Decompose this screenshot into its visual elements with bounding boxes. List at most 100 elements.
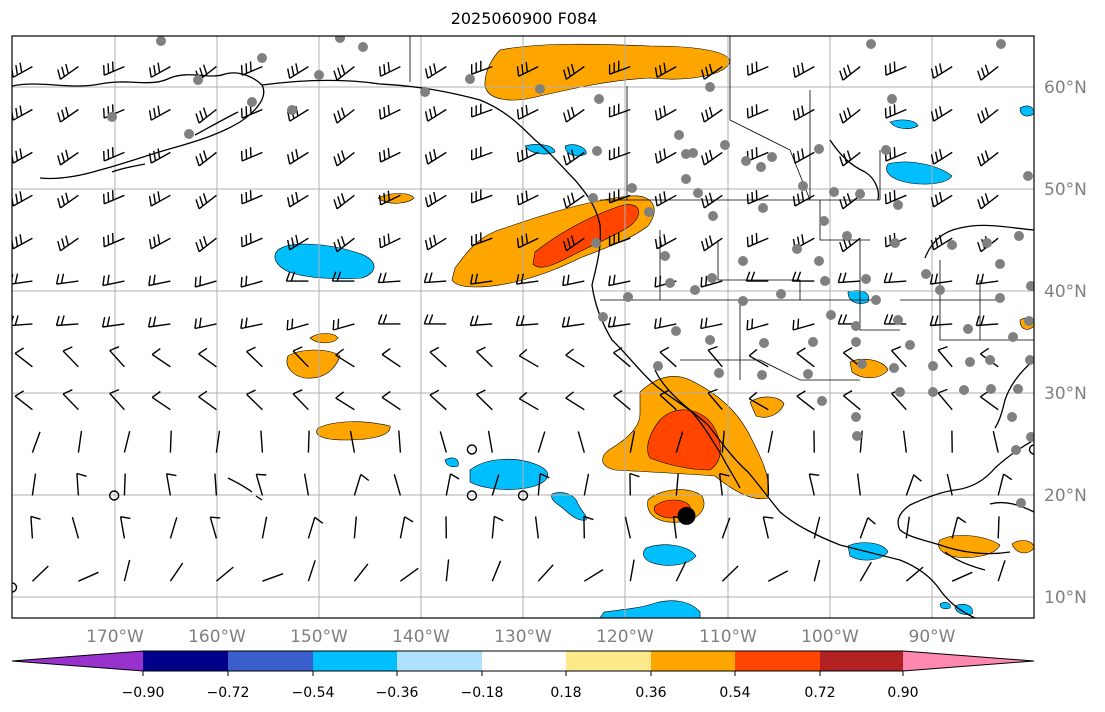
wind-barb-181 <box>246 389 263 411</box>
wind-barb-284 <box>951 571 973 582</box>
wind-barb-46 <box>103 147 125 162</box>
wind-barb-72 <box>287 191 309 208</box>
wind-barb-278 <box>675 561 687 582</box>
colorbar-high-extension <box>903 651 1034 671</box>
wind-barb-126 <box>745 271 769 282</box>
wind-barb-148 <box>746 318 769 331</box>
wind-barb-285 <box>997 560 1006 582</box>
colorbar-bin-7 <box>651 651 735 671</box>
colorbar-label-neg036: −0.36 <box>376 685 419 701</box>
wind-barb-163 <box>429 346 447 368</box>
wind-barb-224 <box>214 473 218 496</box>
colorbar-bin-1 <box>143 651 228 671</box>
wind-barb-62 <box>839 150 861 167</box>
wind-barb-211 <box>629 430 636 453</box>
wind-barb-170 <box>748 348 769 368</box>
wind-barb-165 <box>518 348 539 368</box>
wind-barb-266 <box>123 559 131 582</box>
wind-barb-169 <box>707 345 723 368</box>
colorbar-tick-labels: −0.90 −0.72 −0.54 −0.36 −0.18 0.18 0.36 … <box>122 685 919 701</box>
wind-barb-171 <box>796 347 815 368</box>
wind-barb-27 <box>240 104 263 119</box>
wind-barb-219 <box>992 431 999 453</box>
wind-barb-64 <box>930 148 953 165</box>
wind-barb-238 <box>856 473 861 496</box>
wind-barb-204 <box>307 430 310 453</box>
colorbar-label-090: 0.90 <box>887 685 918 701</box>
wind-barb-14 <box>654 62 677 78</box>
wind-barb-131 <box>975 273 999 285</box>
colorbar-low-extension <box>12 651 143 671</box>
wind-barb-264 <box>31 565 49 582</box>
wind-barb-19 <box>884 61 907 76</box>
wind-barb-205 <box>349 430 356 453</box>
wind-barb-158 <box>198 347 217 368</box>
wind-barb-281 <box>813 559 821 582</box>
wind-barb-90 <box>103 232 125 248</box>
wind-barb-17 <box>792 62 815 78</box>
wind-barb-160 <box>292 346 309 368</box>
wind-barb-208 <box>487 430 493 453</box>
wind-barb-222 <box>123 473 126 496</box>
map-frame <box>11 35 1035 619</box>
lon-label-120w: 120°W <box>596 627 654 647</box>
wind-barb-156 <box>109 346 125 368</box>
wind-barb-249 <box>353 516 357 539</box>
wind-barb-232 <box>583 473 590 496</box>
wind-barb-247 <box>261 516 268 539</box>
wind-barb-221 <box>76 472 87 496</box>
wind-barb-59 <box>701 149 723 166</box>
wind-barb-185 <box>429 389 447 411</box>
positive-anomaly-shading <box>286 43 1034 558</box>
wind-barb-265 <box>78 571 99 582</box>
wind-barb-277 <box>629 559 635 582</box>
colorbar-label-072: 0.72 <box>804 685 835 701</box>
wind-barb-102 <box>654 234 677 250</box>
wind-barb-164 <box>476 346 493 368</box>
wind-barb-200 <box>123 431 131 453</box>
wind-barb-60 <box>746 147 769 162</box>
wind-barb-57 <box>608 146 631 161</box>
wind-barb-257 <box>721 517 731 539</box>
colorbar-bin-3 <box>313 651 397 671</box>
wind-barb-242 <box>30 515 41 539</box>
wind-barb-166 <box>565 348 585 368</box>
station-markers <box>107 36 1034 508</box>
wind-barb-141 <box>423 314 447 325</box>
wind-barb-78 <box>563 192 585 209</box>
wind-barb-227 <box>353 473 370 496</box>
wind-barb-192 <box>748 391 769 411</box>
lon-label-110w: 110°W <box>699 627 757 647</box>
wind-barb-96 <box>378 233 401 249</box>
wind-barb-130 <box>929 273 953 285</box>
longitude-tick-labels: 170°W 160°W 150°W 140°W 130°W 120°W 110°… <box>86 627 956 647</box>
wind-barb-68 <box>103 190 125 205</box>
wind-barb-240 <box>946 473 953 496</box>
wind-barb-73 <box>333 193 355 210</box>
wind-barb-39 <box>792 105 815 121</box>
political-borders <box>409 36 1034 381</box>
wind-barb-21 <box>977 64 999 81</box>
lon-label-100w: 100°W <box>801 627 859 647</box>
wind-barb-187 <box>518 391 539 411</box>
wind-barb-214 <box>767 430 774 453</box>
wind-barb-142 <box>469 315 493 327</box>
wind-barb-125 <box>700 275 723 288</box>
wind-barb-279 <box>721 565 739 582</box>
wind-barb-217 <box>902 430 907 453</box>
wind-barb-263 <box>997 516 1000 539</box>
wind-barb-176 <box>14 390 33 411</box>
wind-barb-137 <box>240 317 263 330</box>
colorbar-bin-6 <box>566 651 651 671</box>
wind-barb-76 <box>471 189 493 204</box>
wind-barb-199 <box>77 430 83 453</box>
colorbar-bin-2 <box>228 651 313 671</box>
wind-barb-153 <box>975 315 999 327</box>
wind-barb-207 <box>439 431 447 453</box>
wind-barb-77 <box>516 190 539 206</box>
wind-barb-261 <box>905 516 910 539</box>
wind-barb-241 <box>997 473 1013 496</box>
open-station-0 <box>108 490 120 501</box>
colorbar-bin-8 <box>735 651 820 671</box>
wind-barb-223 <box>165 473 177 496</box>
